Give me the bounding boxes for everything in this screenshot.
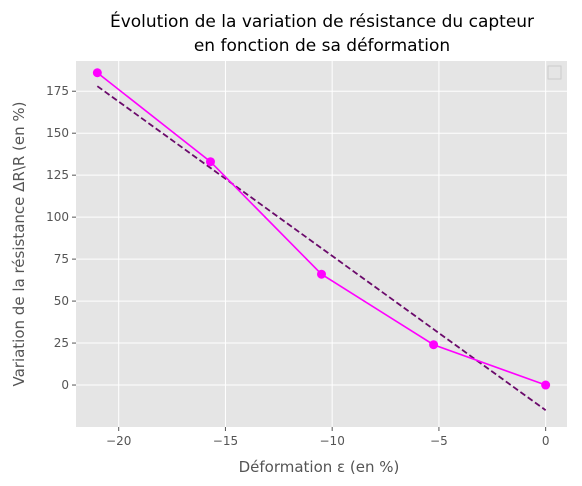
y-tick-label: 175 [46,84,69,98]
fit-series [96,85,547,411]
y-axis-label: Variation de la résistance ΔR\R (en %) [10,101,28,386]
measured-series [92,68,551,390]
y-tick-label: 75 [54,252,69,266]
grid [76,61,567,427]
x-tick-label: −5 [430,434,448,448]
measured-point [317,269,326,279]
y-tick-label: 100 [46,210,69,224]
x-axis-label: Déformation ε (en %) [239,458,400,476]
y-tick-label: 25 [54,336,69,350]
y-tick-label: 125 [46,168,69,182]
measured-point [92,68,102,78]
x-axis-ticks: −20 −15 −10 −5 0 [106,427,549,448]
y-tick-label: 50 [54,294,69,308]
x-tick-label: −15 [213,434,238,448]
y-axis-ticks: 0 25 50 75 100 125 150 175 [46,84,76,392]
y-tick-label: 150 [46,126,69,140]
chart-title-line-1: Évolution de la variation de résistance … [110,10,534,32]
measured-point [541,380,551,390]
measured-point [205,157,215,167]
x-tick-label: 0 [542,434,550,448]
measured-point [429,340,439,350]
x-tick-label: −10 [320,434,345,448]
chart-title-line-2: en fonction de sa déformation [194,36,450,56]
y-tick-label: 0 [61,378,69,392]
legend-box [547,65,562,80]
x-tick-label: −20 [106,434,131,448]
fit-line [96,85,547,411]
